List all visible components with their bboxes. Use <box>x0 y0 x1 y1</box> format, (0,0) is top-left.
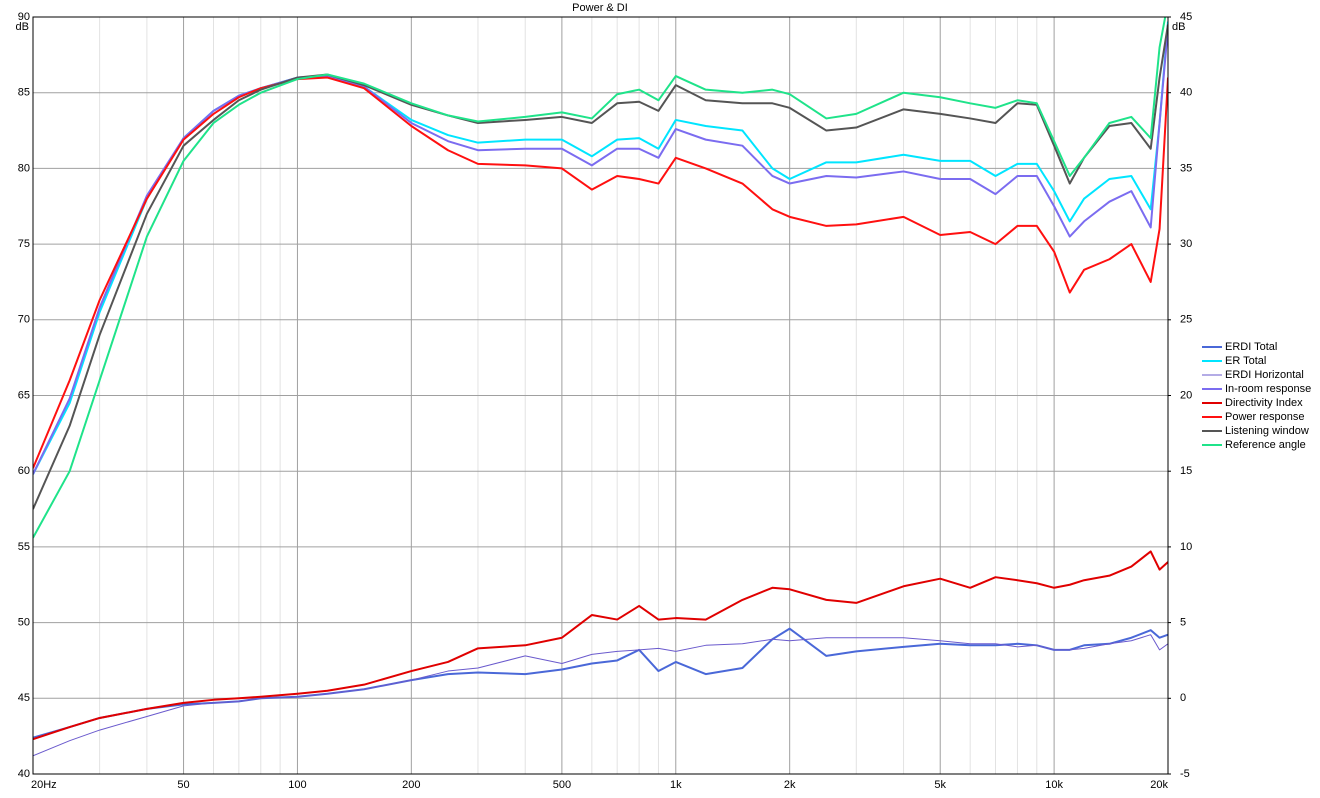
series-line <box>33 76 1168 469</box>
y2-tick-label: 30 <box>1180 238 1192 250</box>
x-tick-label: 1k <box>670 779 682 791</box>
y2-tick-label: 20 <box>1180 389 1192 401</box>
y-tick-label: 85 <box>18 87 30 99</box>
legend-label: ER Total <box>1225 355 1266 367</box>
y-tick-label: 50 <box>18 617 30 629</box>
y-tick-label: 65 <box>18 389 30 401</box>
legend-label: Directivity Index <box>1225 397 1303 409</box>
lines <box>33 17 1168 757</box>
y2-tick-label: 0 <box>1180 692 1186 704</box>
grid <box>32 16 1169 775</box>
x-tick-label: 100 <box>288 779 306 791</box>
y-tick-label: 90 <box>18 11 30 23</box>
legend-label: ERDI Horizontal <box>1225 369 1304 381</box>
y2-tick-label: 35 <box>1180 162 1192 174</box>
y2-tick-label: 15 <box>1180 465 1192 477</box>
series-line <box>33 17 1167 539</box>
legend-label: In-room response <box>1225 383 1311 395</box>
y2-tick-label: 5 <box>1180 617 1186 629</box>
y-tick-label: 55 <box>18 541 30 553</box>
legend-label: Reference angle <box>1225 439 1306 451</box>
y2-tick-label: 45 <box>1180 11 1192 23</box>
x-tick-label: 10k <box>1045 779 1063 791</box>
series-line <box>33 24 1168 510</box>
x-tick-label: 2k <box>784 779 796 791</box>
y2-tick-label: 25 <box>1180 314 1192 326</box>
x-tick-label: 20k <box>1150 779 1168 791</box>
legend-label: Listening window <box>1225 425 1309 437</box>
y2-axis-label: dB <box>1172 21 1185 33</box>
y-tick-label: 40 <box>18 768 30 780</box>
y2-tick-label: 10 <box>1180 541 1192 553</box>
y2-tick-label: -5 <box>1180 768 1190 780</box>
series-line <box>33 634 1168 757</box>
y-tick-label: 45 <box>18 692 30 704</box>
y-tick-label: 60 <box>18 465 30 477</box>
series-line <box>33 550 1168 741</box>
x-tick-label: 500 <box>553 779 571 791</box>
y-axis-label: dB <box>16 21 29 33</box>
x-tick-label: 20Hz <box>31 779 57 791</box>
y-tick-label: 80 <box>18 162 30 174</box>
legend: ERDI Total ER Total ERDI Horizontal In-room… <box>1202 341 1311 451</box>
x-tick-label: 5k <box>934 779 946 791</box>
chart-title: Power & DI <box>572 2 628 14</box>
y-tick-label: 70 <box>18 314 30 326</box>
legend-label: ERDI Total <box>1225 341 1277 353</box>
y-tick-label: 75 <box>18 238 30 250</box>
x-tick-label: 50 <box>177 779 189 791</box>
legend-label: Power response <box>1225 411 1305 423</box>
y2-tick-label: 40 <box>1180 87 1192 99</box>
x-tick-label: 200 <box>402 779 420 791</box>
